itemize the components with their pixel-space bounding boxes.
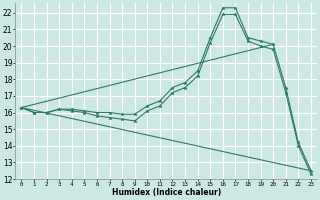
- X-axis label: Humidex (Indice chaleur): Humidex (Indice chaleur): [112, 188, 221, 197]
